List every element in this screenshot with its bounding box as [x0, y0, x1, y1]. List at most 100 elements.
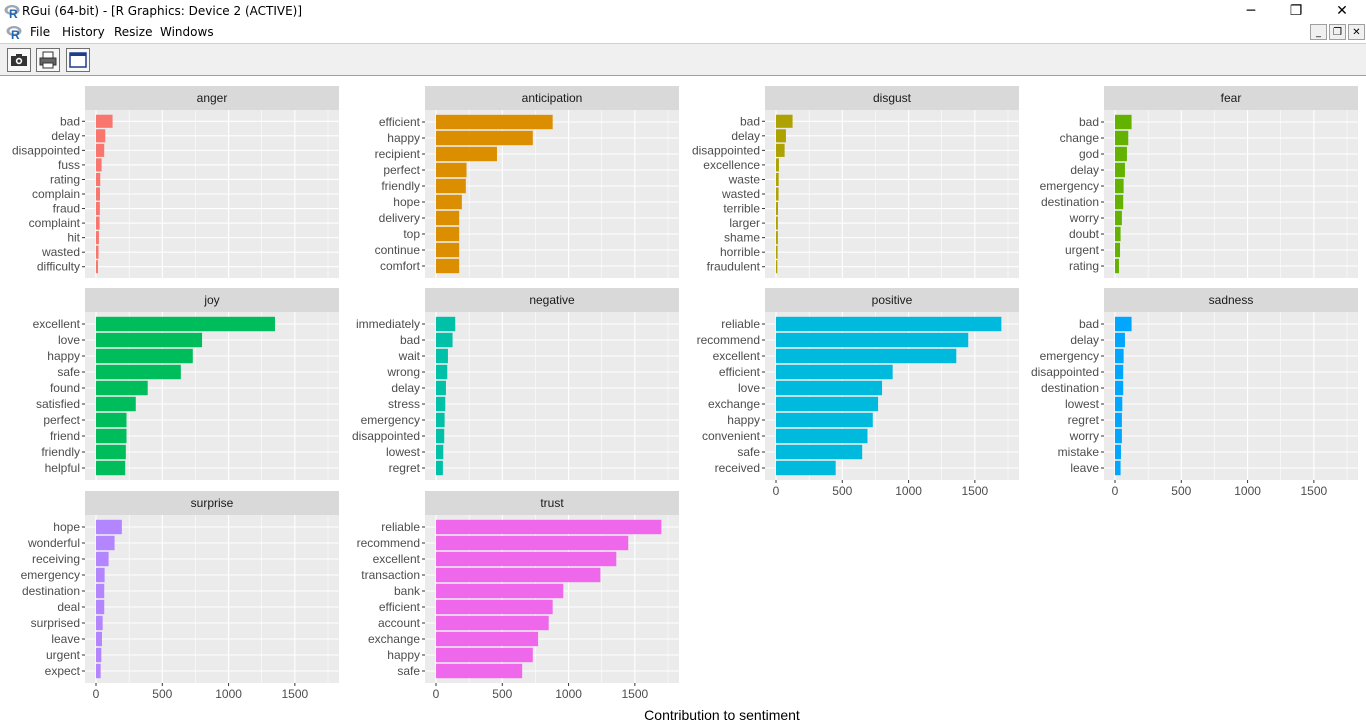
tick-label-x: 1500 — [962, 484, 989, 498]
tick-label-y: regret — [389, 461, 421, 475]
tick-label-y: exchange — [708, 397, 760, 411]
bar-sadness-mistake — [1115, 444, 1121, 460]
r-document-icon[interactable]: R — [6, 24, 22, 40]
tick-label-x: 1500 — [622, 687, 649, 701]
bar-surprise-receiving — [96, 551, 109, 567]
tick-label-y: worry — [1069, 429, 1099, 443]
bar-fear-god — [1115, 146, 1127, 162]
bar-surprise-deal — [96, 599, 105, 615]
copy-metafile-button[interactable] — [7, 48, 31, 72]
bar-negative-delay — [436, 380, 446, 396]
bar-positive-reliable — [776, 316, 1002, 332]
bar-anger-bad — [96, 114, 113, 128]
tick-label-y: recommend — [357, 536, 420, 550]
bar-anger-wasted — [96, 245, 99, 259]
tick-label-x: 1000 — [215, 687, 242, 701]
bar-trust-reliable — [436, 519, 662, 535]
tick-label-y: disappointed — [12, 143, 80, 157]
mdi-restore-button[interactable]: ❐ — [1329, 24, 1346, 40]
tick-label-y: bad — [60, 114, 80, 128]
tick-label-y: happy — [47, 349, 80, 363]
tick-label-x: 0 — [93, 687, 100, 701]
bar-disgust-waste — [776, 172, 779, 186]
tick-label-y: found — [50, 381, 80, 395]
bar-sadness-emergency — [1115, 348, 1124, 364]
bar-sadness-disappointed — [1115, 364, 1124, 380]
tick-label-y: worry — [1069, 211, 1099, 225]
tick-label-y: emergency — [1040, 179, 1099, 193]
tick-label-x: 0 — [1112, 484, 1119, 498]
mdi-minimize-button[interactable]: _ — [1310, 24, 1327, 40]
bar-positive-love — [776, 380, 883, 396]
bar-anticipation-continue — [436, 242, 460, 258]
tick-label-x: 500 — [152, 687, 172, 701]
maximize-button[interactable]: ❐ — [1289, 3, 1303, 19]
bar-anger-difficulty — [96, 260, 98, 274]
console-window-icon — [69, 52, 87, 68]
tick-label-y: lowest — [386, 445, 421, 459]
tick-label-y: safe — [397, 664, 420, 678]
tick-label-y: efficient — [379, 600, 421, 614]
bar-positive-exchange — [776, 396, 879, 412]
menu-resize[interactable]: Resize — [114, 25, 153, 39]
minimize-button[interactable]: ─ — [1246, 3, 1256, 19]
bar-fear-bad — [1115, 114, 1132, 130]
tick-label-x: 500 — [492, 687, 512, 701]
toolbar — [0, 43, 1366, 76]
tick-label-y: shame — [724, 231, 760, 245]
tick-label-y: reliable — [721, 317, 760, 331]
tick-label-y: continue — [375, 243, 421, 257]
tick-label-y: excellent — [373, 552, 421, 566]
bar-anticipation-recipient — [436, 146, 497, 162]
tick-label-y: leave — [51, 632, 80, 646]
close-button[interactable]: ✕ — [1336, 3, 1348, 19]
printer-icon — [39, 51, 57, 69]
r-logo-icon: R — [4, 5, 20, 19]
tick-label-y: happy — [387, 648, 420, 662]
tick-label-x: 1000 — [1234, 484, 1261, 498]
bar-anger-fraud — [96, 202, 100, 216]
tick-label-x: 1500 — [282, 687, 309, 701]
bar-disgust-shame — [776, 231, 778, 245]
tick-label-y: destination — [1041, 195, 1099, 209]
bar-negative-disappointed — [436, 428, 445, 444]
bar-joy-happy — [96, 348, 193, 364]
tick-label-y: delay — [1070, 163, 1099, 177]
bar-fear-worry — [1115, 210, 1122, 226]
tick-label-y: love — [58, 333, 80, 347]
facet-strip-label: trust — [540, 496, 564, 510]
console-button[interactable] — [66, 48, 90, 72]
tick-label-y: friendly — [381, 179, 420, 193]
tick-label-y: expect — [45, 664, 81, 678]
bar-surprise-wonderful — [96, 535, 115, 551]
bar-trust-transaction — [436, 567, 601, 583]
tick-label-y: doubt — [1069, 227, 1100, 241]
facet-strip — [1104, 288, 1358, 312]
bar-surprise-leave — [96, 631, 102, 647]
menu-windows[interactable]: Windows — [160, 25, 214, 39]
facet-strip-label: joy — [203, 293, 219, 307]
bar-disgust-delay — [776, 129, 786, 143]
tick-label-y: urgent — [46, 648, 81, 662]
facet-strip — [85, 288, 339, 312]
bar-surprise-expect — [96, 663, 101, 679]
facet-strip — [425, 86, 679, 110]
bar-negative-regret — [436, 460, 443, 476]
menu-bar: R File History Resize Windows — [0, 22, 1366, 42]
tick-label-y: delivery — [379, 211, 420, 225]
bar-joy-safe — [96, 364, 181, 380]
window-title: RGui (64-bit) - [R Graphics: Device 2 (A… — [22, 4, 303, 18]
bar-trust-exchange — [436, 631, 539, 647]
tick-label-y: bad — [1079, 317, 1099, 331]
mdi-close-button[interactable]: ✕ — [1348, 24, 1365, 40]
tick-label-y: friend — [50, 429, 80, 443]
menu-history[interactable]: History — [62, 25, 105, 39]
menu-file[interactable]: File — [30, 25, 51, 39]
bar-joy-love — [96, 332, 203, 348]
tick-label-y: urgent — [1065, 243, 1100, 257]
tick-label-y: bad — [740, 114, 760, 128]
tick-label-y: rating — [1069, 259, 1099, 273]
tick-label-y: excellent — [33, 317, 81, 331]
bar-disgust-disappointed — [776, 143, 785, 157]
print-button[interactable] — [36, 48, 60, 72]
